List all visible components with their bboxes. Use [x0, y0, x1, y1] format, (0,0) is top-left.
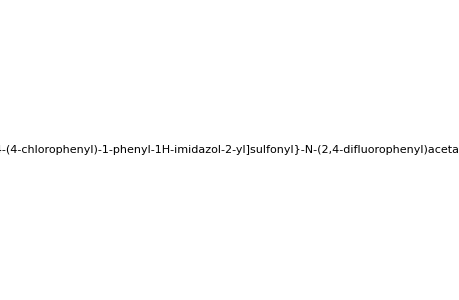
- Text: 2-{[4-(4-chlorophenyl)-1-phenyl-1H-imidazol-2-yl]sulfonyl}-N-(2,4-difluorophenyl: 2-{[4-(4-chlorophenyl)-1-phenyl-1H-imida…: [0, 145, 459, 155]
